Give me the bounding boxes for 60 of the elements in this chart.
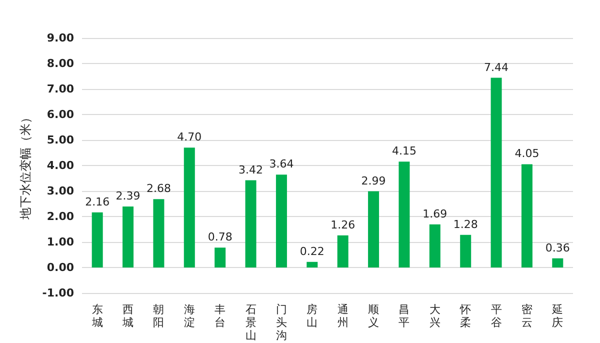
- bar: [398, 162, 410, 268]
- data-label: 3.42: [238, 163, 264, 176]
- data-label: 4.05: [514, 147, 540, 160]
- x-tick-label: 朝阳: [153, 303, 164, 329]
- y-tick-label: 9.00: [46, 32, 74, 44]
- bar: [490, 78, 502, 268]
- x-tick-label: 通州: [337, 303, 348, 329]
- bar: [245, 180, 256, 268]
- x-tick-label: 丰台: [214, 303, 226, 329]
- x-tick-label: 东城: [90, 303, 103, 329]
- y-axis-title: 地下水位变幅（米）: [18, 112, 32, 220]
- bar: [368, 191, 380, 268]
- x-tick-label: 昌平: [398, 303, 410, 329]
- x-tick-label: 密云: [521, 303, 532, 329]
- bar: [214, 248, 226, 268]
- data-label: 3.64: [269, 158, 294, 171]
- bar: [276, 174, 287, 268]
- x-tick-label: 大兴: [429, 303, 440, 329]
- bar: [460, 234, 472, 268]
- y-tick-label: 0.00: [46, 261, 74, 274]
- x-tick-label: 海淀: [184, 303, 195, 329]
- bar: [521, 164, 532, 268]
- data-label: 1.28: [453, 218, 478, 231]
- data-label: 1.26: [330, 218, 356, 232]
- x-tick-label: 西城: [122, 303, 134, 329]
- y-tick-label: 4.00: [46, 159, 74, 172]
- x-tick-label: 平谷: [490, 303, 502, 329]
- data-label: 1.69: [422, 207, 448, 220]
- x-tick-label: 房山: [306, 303, 318, 329]
- data-label: 4.15: [392, 144, 416, 158]
- y-tick-label: 1.00: [46, 236, 74, 248]
- bar: [552, 258, 564, 268]
- y-tick-label: 7.00: [46, 82, 74, 96]
- y-tick-label: 5.00: [46, 134, 74, 146]
- x-tick-label: 怀柔: [459, 303, 472, 329]
- y-tick-label: 2.00: [46, 210, 74, 223]
- y-tick-label: 3.00: [46, 184, 74, 198]
- bar: [337, 235, 348, 268]
- data-label: 0.78: [208, 230, 232, 244]
- data-label: 0.36: [545, 241, 570, 254]
- data-label: 2.99: [361, 174, 386, 188]
- x-tick-label: 顺义: [368, 303, 380, 329]
- x-tick-label: 门头沟: [276, 303, 287, 342]
- data-label: 2.68: [146, 182, 171, 196]
- y-tick-label: 6.00: [46, 108, 74, 121]
- data-label: 2.16: [85, 195, 110, 208]
- bar: [184, 148, 195, 268]
- x-tick-label: 延庆: [551, 303, 564, 329]
- data-label: 0.22: [300, 244, 324, 258]
- data-label: 7.44: [484, 60, 509, 74]
- y-tick-label: -1.00: [42, 286, 74, 300]
- x-tick-label: 石景山: [245, 303, 256, 342]
- bar: [153, 199, 164, 268]
- y-tick-label: 8.00: [46, 57, 74, 70]
- data-label: 2.39: [116, 190, 140, 203]
- bar: [122, 206, 134, 268]
- bar: [306, 262, 318, 268]
- bar: [429, 224, 440, 268]
- data-label: 4.70: [177, 130, 202, 144]
- bar: [92, 212, 103, 268]
